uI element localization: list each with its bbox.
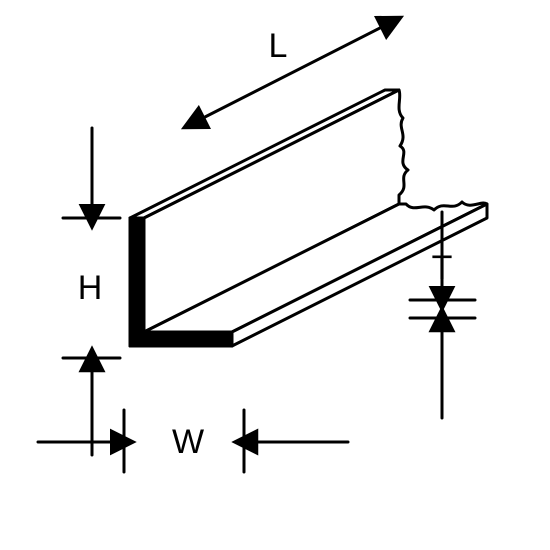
angle-diagram: L H T W [0, 0, 550, 550]
angle-profile-body [130, 90, 487, 346]
label-T: T [432, 249, 453, 287]
label-H: H [78, 269, 103, 307]
label-W: W [172, 423, 204, 461]
dim-W: W [38, 410, 348, 472]
dim-H: H [63, 128, 120, 455]
label-L: L [269, 27, 288, 65]
